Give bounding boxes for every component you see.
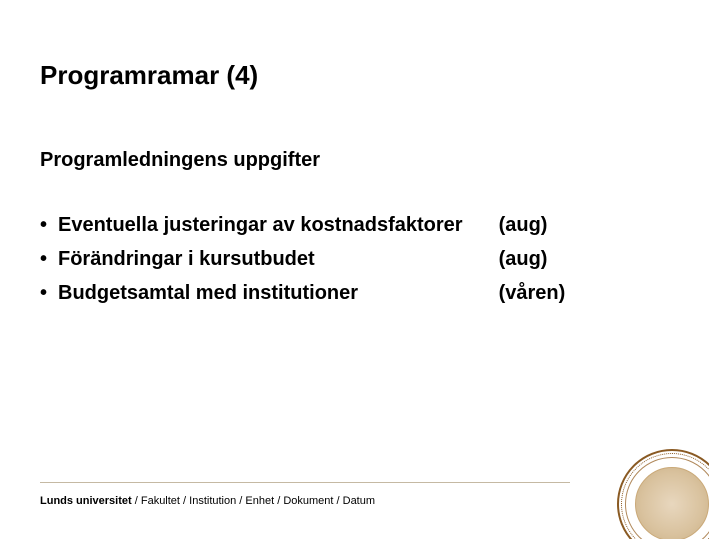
list-item: • Förändringar i kursutbudet <box>40 246 463 272</box>
bullet-dot-icon: • <box>40 246 58 272</box>
slide: Programramar (4) Programledningens uppgi… <box>0 0 709 539</box>
seal-center <box>635 467 709 539</box>
footer-divider <box>40 482 570 483</box>
bullet-dot-icon: • <box>40 280 58 306</box>
timing-column: (aug) (aug) (våren) <box>499 212 566 306</box>
list-item: • Budgetsamtal med institutioner <box>40 280 463 306</box>
university-seal-icon <box>617 449 709 539</box>
timing-label: (aug) <box>499 246 566 272</box>
footer-path: / Fakultet / Institution / Enhet / Dokum… <box>132 495 375 507</box>
bullet-dot-icon: • <box>40 212 58 238</box>
footer-breadcrumb: Lunds universitet / Fakultet / Instituti… <box>40 495 375 507</box>
footer-org: Lunds universitet <box>40 495 132 507</box>
bullets-column: • Eventuella justeringar av kostnadsfakt… <box>40 212 463 306</box>
bullet-text: Förändringar i kursutbudet <box>58 246 315 272</box>
content-columns: • Eventuella justeringar av kostnadsfakt… <box>40 212 669 306</box>
bullet-text: Eventuella justeringar av kostnadsfaktor… <box>58 212 463 238</box>
timing-label: (aug) <box>499 212 566 238</box>
timing-label: (våren) <box>499 280 566 306</box>
bullet-text: Budgetsamtal med institutioner <box>58 280 358 306</box>
section-subtitle: Programledningens uppgifter <box>40 149 669 172</box>
list-item: • Eventuella justeringar av kostnadsfakt… <box>40 212 463 238</box>
page-title: Programramar (4) <box>40 60 669 91</box>
